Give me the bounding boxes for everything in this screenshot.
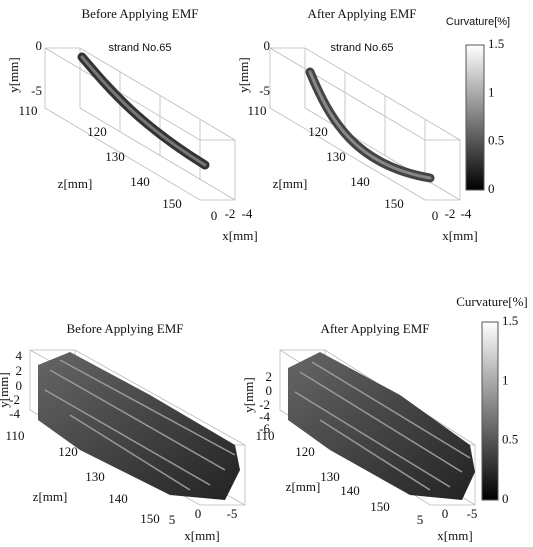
colorbar	[481, 321, 499, 501]
x-tick-label: -2	[445, 206, 456, 221]
z-tick-label: 150	[370, 499, 390, 514]
colorbar-tick-label: 1.5	[502, 313, 518, 328]
y-axis-label: y[mm]	[236, 57, 251, 92]
colorbar	[465, 44, 485, 191]
y-tick-label: -2	[259, 397, 270, 412]
x-tick-label: 5	[169, 512, 176, 527]
colorbar-tick-label: 0.5	[488, 133, 504, 148]
z-tick-label: 150	[384, 196, 404, 211]
y-tick-label: 0	[36, 38, 43, 53]
y-tick-label: -2	[9, 392, 20, 407]
z-tick-label: 110	[255, 428, 274, 443]
x-axis-label: x[mm]	[437, 528, 472, 543]
x-tick-label: -2	[225, 206, 236, 221]
y-axis-label: y[mm]	[0, 372, 11, 407]
z-tick-label: 140	[340, 483, 360, 498]
colorbar-tick-label: 0	[502, 491, 509, 506]
z-tick-label: 120	[308, 124, 328, 139]
z-tick-label: 110	[5, 428, 24, 443]
x-tick-label: 0	[432, 208, 439, 223]
panel-title: After Applying EMF	[307, 6, 416, 21]
x-tick-label: -4	[461, 206, 472, 221]
y-axis-label: y[mm]	[241, 377, 256, 412]
y-tick-label: -5	[31, 83, 42, 98]
panel-title: After Applying EMF	[320, 321, 429, 336]
z-tick-label: 120	[87, 124, 107, 139]
z-tick-label: 120	[58, 444, 78, 459]
y-tick-label: 0	[264, 38, 271, 53]
z-tick-label: 150	[140, 511, 160, 526]
strand	[77, 52, 435, 183]
z-tick-label: 110	[247, 103, 266, 118]
colorbar-label: Curvature[%]	[456, 294, 527, 309]
z-axis-label: z[mm]	[33, 489, 68, 504]
annotation: strand No.65	[109, 42, 172, 54]
colorbar-tick-label: 1	[502, 372, 509, 387]
y-tick-label: -5	[259, 83, 270, 98]
x-tick-label: 0	[442, 506, 449, 521]
x-tick-label: 5	[417, 512, 424, 527]
z-tick-label: 120	[295, 444, 315, 459]
x-axis-label: x[mm]	[222, 228, 257, 243]
panel-title: Before Applying EMF	[67, 321, 184, 336]
x-axis-label: x[mm]	[442, 228, 477, 243]
y-tick-label: -4	[259, 409, 270, 424]
z-tick-label: 110	[18, 103, 37, 118]
z-axis-label: z[mm]	[58, 176, 93, 191]
z-tick-label: 130	[326, 149, 346, 164]
y-tick-label: 2	[16, 363, 23, 378]
strand-bundle	[38, 352, 475, 500]
x-tick-label: 0	[195, 506, 202, 521]
y-tick-label: 2	[266, 369, 273, 384]
z-tick-label: 130	[105, 149, 125, 164]
z-axis-label: z[mm]	[286, 479, 321, 494]
colorbar-tick-label: 0	[488, 181, 495, 196]
x-axis-label: x[mm]	[184, 528, 219, 543]
y-tick-label: -6	[259, 421, 270, 436]
colorbar-tick-label: 1	[488, 84, 495, 99]
panel-title: Before Applying EMF	[82, 6, 199, 21]
x-tick-label: 0	[211, 208, 218, 223]
colorbar-tick-label: 1.5	[488, 36, 504, 51]
z-tick-label: 140	[108, 491, 128, 506]
x-tick-label: -4	[242, 206, 253, 221]
y-tick-label: 0	[266, 383, 273, 398]
z-tick-label: 140	[130, 174, 150, 189]
z-axis-label: z[mm]	[273, 176, 308, 191]
z-tick-label: 130	[320, 469, 340, 484]
y-tick-label: -4	[9, 406, 20, 421]
y-tick-label: 4	[16, 348, 23, 363]
annotation: strand No.65	[331, 42, 394, 54]
y-tick-label: 0	[16, 378, 23, 393]
y-axis-label: y[mm]	[6, 57, 21, 92]
colorbar-tick-label: 0.5	[502, 432, 518, 447]
z-tick-label: 150	[162, 196, 182, 211]
z-tick-label: 140	[350, 174, 370, 189]
z-tick-label: 130	[85, 469, 105, 484]
x-tick-label: -5	[227, 506, 238, 521]
colorbar-label: Curvature[%]	[446, 16, 510, 28]
x-tick-label: -5	[467, 506, 478, 521]
